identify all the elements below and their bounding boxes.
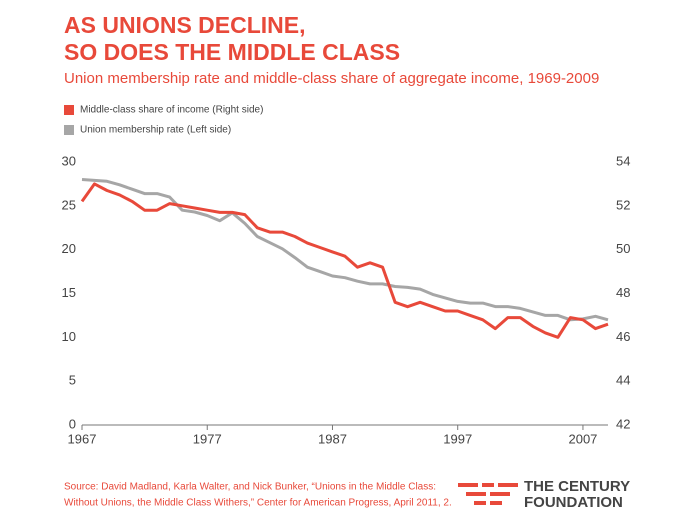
chart-title: AS UNIONS DECLINE, [64,12,306,38]
legend-label: Union membership rate (Left side) [80,125,231,136]
y2-tick-label: 52 [616,197,630,212]
y-tick-label: 30 [62,153,76,168]
x-tick-label: 1987 [318,431,347,446]
series-line [81,178,609,322]
series-line [80,182,609,339]
logo-text: THE CENTURY [524,478,630,495]
chart-title: SO DOES THE MIDDLE CLASS [64,39,400,65]
x-tick-label: 1967 [68,431,97,446]
y-tick-label: 15 [62,285,76,300]
logo-mark [458,483,518,505]
x-tick-label: 1997 [443,431,472,446]
y2-tick-label: 46 [616,329,630,344]
chart-subtitle: Union membership rate and middle-class s… [64,70,599,87]
y-tick-label: 10 [62,329,76,344]
source: Without Unions, the Middle Class Withers… [64,498,452,509]
legend-swatch [64,105,74,115]
y2-tick-label: 48 [616,285,630,300]
logo-text: FOUNDATION [524,494,623,511]
legend-swatch [64,125,74,135]
x-tick-label: 2007 [568,431,597,446]
y-tick-label: 0 [69,416,76,431]
x-tick-label: 1977 [193,431,222,446]
y2-tick-label: 42 [616,416,630,431]
y2-tick-label: 54 [616,153,630,168]
y-tick-label: 5 [69,373,76,388]
y2-tick-label: 50 [616,241,630,256]
source: Source: David Madland, Karla Walter, and… [64,482,436,493]
y-tick-label: 25 [62,197,76,212]
y-tick-label: 20 [62,241,76,256]
y2-tick-label: 44 [616,373,630,388]
legend-label: Middle-class share of income (Right side… [80,105,263,116]
